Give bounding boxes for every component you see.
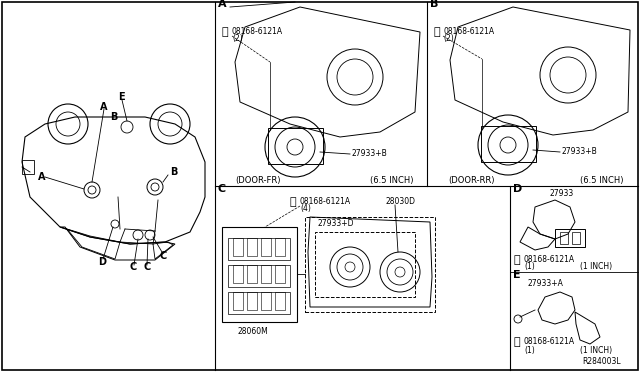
Bar <box>228 292 290 314</box>
Text: C: C <box>143 262 150 272</box>
Text: 28030D: 28030D <box>385 198 415 206</box>
Text: (1 INCH): (1 INCH) <box>580 263 612 272</box>
Bar <box>22 160 34 174</box>
Text: R284003L: R284003L <box>582 357 621 366</box>
Text: 28060M: 28060M <box>237 327 268 337</box>
Bar <box>555 229 585 247</box>
Text: 08168-6121A: 08168-6121A <box>443 28 494 36</box>
Text: Ⓢ: Ⓢ <box>514 337 520 347</box>
Text: 08168-6121A: 08168-6121A <box>300 198 351 206</box>
Bar <box>233 265 243 283</box>
Bar <box>247 292 257 310</box>
Bar <box>222 227 297 322</box>
Text: Ⓢ: Ⓢ <box>433 27 440 37</box>
Text: E: E <box>118 92 125 102</box>
Text: D: D <box>513 184 522 194</box>
Text: 08168-6121A: 08168-6121A <box>232 28 283 36</box>
Text: (1): (1) <box>524 346 535 355</box>
Text: E: E <box>513 270 520 280</box>
Text: 27933+D: 27933+D <box>318 219 355 228</box>
Text: (DOOR-RR): (DOOR-RR) <box>448 176 495 185</box>
Bar <box>247 265 257 283</box>
Text: 08168-6121A: 08168-6121A <box>524 337 575 346</box>
Bar <box>247 238 257 256</box>
Text: 27933+A: 27933+A <box>527 279 563 289</box>
Bar <box>228 238 290 260</box>
Text: A: A <box>100 102 108 112</box>
Bar <box>233 292 243 310</box>
Text: (1 INCH): (1 INCH) <box>580 346 612 355</box>
Text: B: B <box>430 0 438 9</box>
Bar <box>228 265 290 287</box>
Text: B: B <box>170 167 177 177</box>
Text: (2): (2) <box>232 35 243 44</box>
Bar <box>268 128 323 164</box>
Text: (2): (2) <box>443 35 454 44</box>
Text: 27933+B: 27933+B <box>562 148 598 157</box>
Text: C: C <box>218 184 226 194</box>
Text: (DOOR-FR): (DOOR-FR) <box>235 176 280 185</box>
Text: (1): (1) <box>524 263 535 272</box>
Bar <box>572 232 580 244</box>
Text: (6.5 INCH): (6.5 INCH) <box>370 176 413 185</box>
Bar <box>315 232 415 297</box>
Bar <box>261 265 271 283</box>
Bar <box>261 292 271 310</box>
Bar <box>305 217 435 312</box>
Bar <box>481 126 536 162</box>
Text: (4): (4) <box>300 205 311 214</box>
Text: Ⓢ: Ⓢ <box>514 255 520 265</box>
Bar <box>233 238 243 256</box>
Text: 27933+B: 27933+B <box>352 150 388 158</box>
Text: A: A <box>38 172 45 182</box>
Text: (6.5 INCH): (6.5 INCH) <box>580 176 623 185</box>
Bar <box>560 232 568 244</box>
Bar <box>275 265 285 283</box>
Bar <box>275 238 285 256</box>
Text: C: C <box>130 262 137 272</box>
Text: 08168-6121A: 08168-6121A <box>524 256 575 264</box>
Text: D: D <box>98 257 106 267</box>
Text: C: C <box>160 251 167 261</box>
Text: A: A <box>218 0 227 9</box>
Text: Ⓢ: Ⓢ <box>290 197 296 207</box>
Bar <box>261 238 271 256</box>
Text: Ⓢ: Ⓢ <box>222 27 228 37</box>
Text: 27933: 27933 <box>550 189 574 199</box>
Bar <box>275 292 285 310</box>
Text: B: B <box>110 112 117 122</box>
